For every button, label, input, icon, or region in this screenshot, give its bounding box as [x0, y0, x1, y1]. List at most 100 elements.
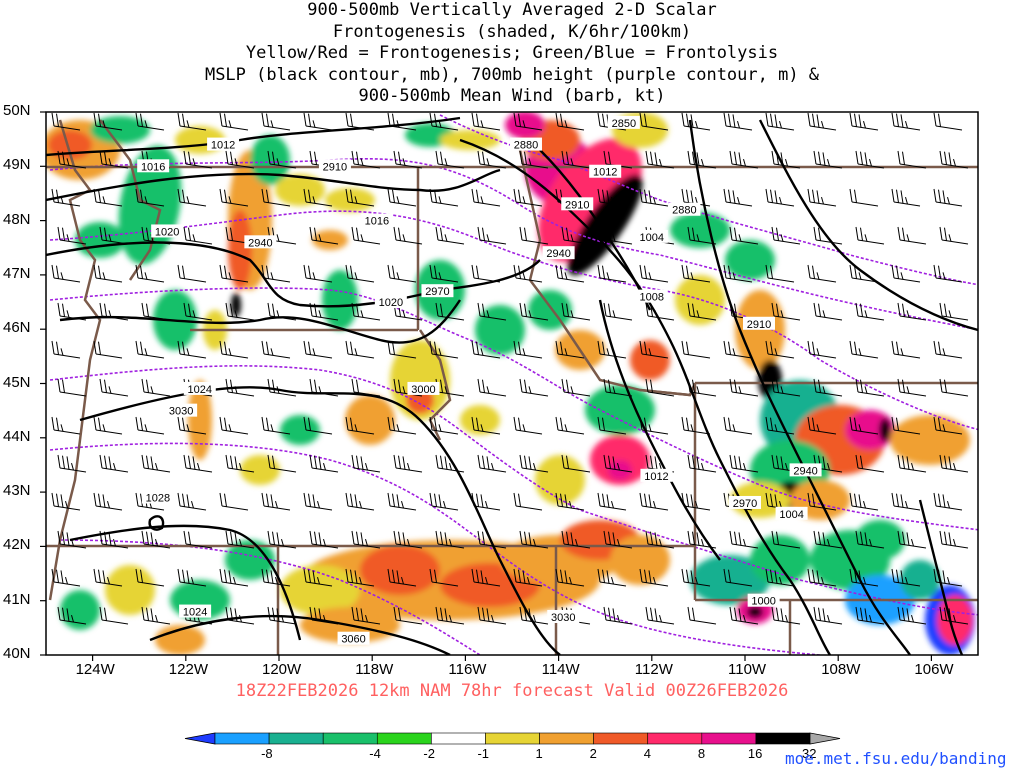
- title-line-3: Yellow/Red = Frontogenesis; Green/Blue =…: [245, 43, 779, 63]
- wind-barb: [807, 416, 837, 435]
- wind-barb: [429, 492, 459, 511]
- shade-blob: [505, 112, 545, 139]
- colorbar-segment: [701, 732, 757, 745]
- wind-barb: [393, 150, 423, 169]
- wind-barb: [807, 340, 837, 359]
- wind-barb: [939, 530, 969, 549]
- colorbar-segment: [647, 732, 703, 745]
- colorbar-arrow-left: [184, 732, 216, 745]
- colorbar-segment: [485, 732, 540, 745]
- wind-barb: [519, 302, 549, 321]
- credit-link[interactable]: moe.met.fsu.edu/banding: [785, 749, 1007, 768]
- wind-barb: [387, 568, 417, 587]
- wind-barb: [183, 530, 213, 549]
- svg-text:2880: 2880: [514, 140, 538, 152]
- state-coast-borders: [46, 119, 978, 655]
- wind-barb: [351, 454, 381, 473]
- svg-text:1024: 1024: [183, 607, 207, 619]
- wind-barb: [303, 568, 333, 587]
- wind-barb: [177, 340, 207, 359]
- wind-barb: [933, 568, 963, 587]
- wind-barb: [303, 112, 333, 131]
- wind-barb: [519, 378, 549, 397]
- wind-barb: [51, 568, 81, 587]
- wind-barb: [135, 340, 165, 359]
- wind-barb: [765, 112, 795, 131]
- wind-barb: [729, 606, 759, 625]
- lon-label: 110W: [728, 661, 767, 678]
- wind-barb: [183, 226, 213, 245]
- wind-barb: [477, 378, 507, 397]
- wind-barb: [891, 568, 921, 587]
- title-line-1: 900-500mb Vertically Averaged 2-D Scalar: [307, 0, 717, 20]
- wind-barb: [513, 568, 543, 587]
- wind-barb: [939, 454, 969, 473]
- mslp-contour: [46, 241, 541, 308]
- colorbar-segment: [322, 732, 378, 745]
- wind-barb: [387, 188, 417, 207]
- wind-barb: [849, 492, 879, 511]
- wind-barb: [99, 606, 129, 625]
- shade-blob: [228, 210, 252, 290]
- wind-barb: [345, 188, 375, 207]
- wind-barb: [267, 302, 297, 321]
- wind-barb: [309, 226, 339, 245]
- svg-text:1028: 1028: [146, 493, 170, 505]
- wind-barb: [267, 606, 297, 625]
- wind-barb: [387, 492, 417, 511]
- svg-text:3060: 3060: [341, 634, 365, 646]
- mslp-label: 1004: [775, 506, 808, 521]
- wind-barb: [177, 264, 207, 283]
- wind-barb: [387, 264, 417, 283]
- wind-barb: [387, 340, 417, 359]
- colorbar-tick-label: -8: [261, 746, 273, 761]
- svg-text:2940: 2940: [248, 237, 272, 249]
- wind-barb: [351, 606, 381, 625]
- wind-barb: [855, 150, 885, 169]
- mslp-contour: [149, 614, 451, 655]
- wind-barb: [471, 264, 501, 283]
- wind-barb: [57, 606, 87, 625]
- svg-text:1020: 1020: [379, 297, 403, 309]
- wind-barb: [435, 606, 465, 625]
- wind-barb: [345, 492, 375, 511]
- wind-barb: [891, 340, 921, 359]
- wind-barb: [765, 416, 795, 435]
- svg-text:2880: 2880: [672, 205, 696, 217]
- wind-barb: [561, 530, 591, 549]
- svg-text:2940: 2940: [546, 248, 570, 260]
- wind-barb: [51, 188, 81, 207]
- wind-barb: [57, 378, 87, 397]
- lon-label: 120W: [262, 661, 302, 678]
- height-label: 3060: [337, 631, 370, 646]
- colorbar-tick-label: 16: [747, 746, 763, 761]
- colorbar-tick-label: 32: [802, 746, 817, 761]
- shade-blob: [322, 270, 358, 330]
- shade-blob: [528, 290, 572, 330]
- wind-barb: [99, 302, 129, 321]
- wind-barb: [57, 226, 87, 245]
- wind-barb: [393, 606, 423, 625]
- shade-blob: [855, 520, 905, 560]
- lat-label: 43N: [3, 482, 31, 500]
- shade-blob: [280, 415, 320, 445]
- svg-text:2910: 2910: [565, 199, 589, 211]
- wind-barb: [723, 568, 753, 587]
- wind-barb: [225, 606, 255, 625]
- wind-barb: [849, 264, 879, 283]
- wind-barb: [897, 226, 927, 245]
- wind-barb: [555, 264, 585, 283]
- wind-barb: [603, 378, 633, 397]
- height-label: 2940: [789, 463, 822, 477]
- wind-barb: [471, 340, 501, 359]
- wind-barb: [933, 112, 963, 131]
- wind-barb: [513, 340, 543, 359]
- height-contour: [439, 114, 978, 286]
- title-line-2: Frontogenesis (shaded, K/6hr/100km): [332, 21, 692, 42]
- wind-barb: [561, 378, 591, 397]
- lat-label: 44N: [3, 427, 31, 445]
- wind-barb: [93, 112, 123, 131]
- title-line-5: 900-500mb Mean Wind (barb, kt): [358, 86, 666, 106]
- height-label: 2910: [742, 316, 775, 331]
- lat-label: 49N: [3, 156, 31, 174]
